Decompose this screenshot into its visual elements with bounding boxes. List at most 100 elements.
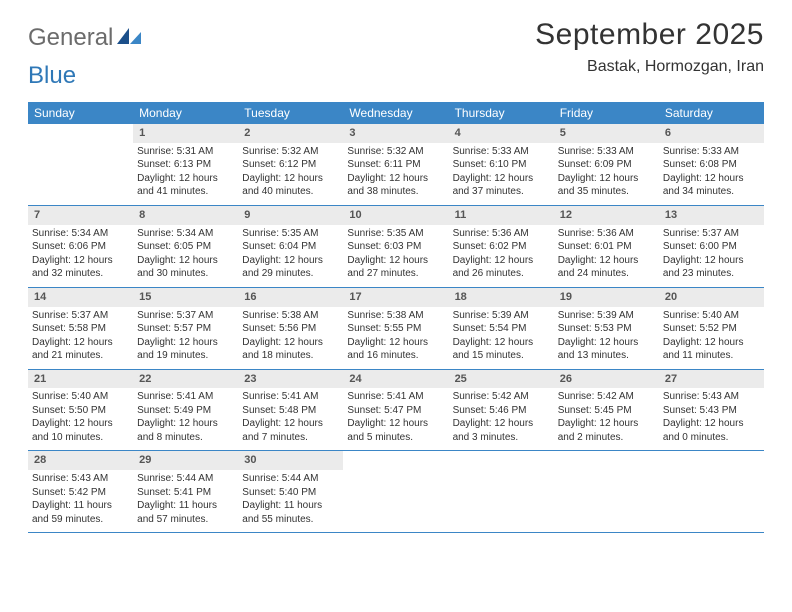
day-content: Sunrise: 5:44 AMSunset: 5:40 PMDaylight:… <box>238 470 343 532</box>
day-line: and 30 minutes. <box>137 267 234 281</box>
day-cell: 20Sunrise: 5:40 AMSunset: 5:52 PMDayligh… <box>659 288 764 369</box>
day-line: Daylight: 12 hours <box>453 172 550 186</box>
day-line: Sunrise: 5:38 AM <box>347 309 444 323</box>
week-row: 21Sunrise: 5:40 AMSunset: 5:50 PMDayligh… <box>28 370 764 452</box>
day-header-row: SundayMondayTuesdayWednesdayThursdayFrid… <box>28 102 764 124</box>
day-line: Sunset: 6:04 PM <box>242 240 339 254</box>
day-cell: 24Sunrise: 5:41 AMSunset: 5:47 PMDayligh… <box>343 370 448 451</box>
day-cell: 22Sunrise: 5:41 AMSunset: 5:49 PMDayligh… <box>133 370 238 451</box>
day-number: 18 <box>449 288 554 307</box>
day-content: Sunrise: 5:40 AMSunset: 5:52 PMDaylight:… <box>659 307 764 369</box>
title-block: September 2025 Bastak, Hormozgan, Iran <box>535 18 764 76</box>
day-cell: 3Sunrise: 5:32 AMSunset: 6:11 PMDaylight… <box>343 124 448 205</box>
day-line: Daylight: 12 hours <box>242 254 339 268</box>
day-line: Daylight: 12 hours <box>453 417 550 431</box>
day-line: Sunset: 6:03 PM <box>347 240 444 254</box>
day-line: Sunset: 6:12 PM <box>242 158 339 172</box>
day-cell: 19Sunrise: 5:39 AMSunset: 5:53 PMDayligh… <box>554 288 659 369</box>
day-content <box>343 470 448 478</box>
day-cell: 2 Sunrise: 5:32 AMSunset: 6:12 PMDaylight… <box>238 124 343 205</box>
day-line: Sunrise: 5:32 AM <box>242 145 339 159</box>
day-line: Sunrise: 5:35 AM <box>242 227 339 241</box>
day-line: Sunset: 5:43 PM <box>663 404 760 418</box>
day-number: 19 <box>554 288 659 307</box>
day-content: Sunrise: 5:39 AMSunset: 5:54 PMDaylight:… <box>449 307 554 369</box>
day-content <box>28 143 133 151</box>
day-number: 17 <box>343 288 448 307</box>
day-line: Sunset: 6:11 PM <box>347 158 444 172</box>
day-cell-empty <box>449 451 554 532</box>
day-cell: 13Sunrise: 5:37 AMSunset: 6:00 PMDayligh… <box>659 206 764 287</box>
day-number: 22 <box>133 370 238 389</box>
day-cell: 8Sunrise: 5:34 AMSunset: 6:05 PMDaylight… <box>133 206 238 287</box>
day-number: 28 <box>28 451 133 470</box>
day-line: Daylight: 12 hours <box>242 172 339 186</box>
day-line: Sunrise: 5:42 AM <box>558 390 655 404</box>
day-content: Sunrise: 5:38 AMSunset: 5:55 PMDaylight:… <box>343 307 448 369</box>
day-number: 29 <box>133 451 238 470</box>
day-line: and 35 minutes. <box>558 185 655 199</box>
day-number: 7 <box>28 206 133 225</box>
day-number: 15 <box>133 288 238 307</box>
day-line: Sunrise: 5:43 AM <box>32 472 129 486</box>
day-line: Sunset: 6:02 PM <box>453 240 550 254</box>
day-line: Daylight: 12 hours <box>347 172 444 186</box>
day-line: Sunrise: 5:33 AM <box>558 145 655 159</box>
day-line: and 32 minutes. <box>32 267 129 281</box>
day-line: Daylight: 12 hours <box>137 254 234 268</box>
day-line: Sunset: 5:56 PM <box>242 322 339 336</box>
day-line: Sunset: 5:53 PM <box>558 322 655 336</box>
day-line: and 15 minutes. <box>453 349 550 363</box>
day-cell: 18Sunrise: 5:39 AMSunset: 5:54 PMDayligh… <box>449 288 554 369</box>
day-line: Sunrise: 5:44 AM <box>137 472 234 486</box>
day-line: and 5 minutes. <box>347 431 444 445</box>
day-line: Sunrise: 5:44 AM <box>242 472 339 486</box>
day-line: and 55 minutes. <box>242 513 339 527</box>
day-number: 23 <box>238 370 343 389</box>
day-number <box>659 451 764 470</box>
day-line: and 29 minutes. <box>242 267 339 281</box>
day-line: Daylight: 12 hours <box>32 417 129 431</box>
day-number: 10 <box>343 206 448 225</box>
day-line: and 16 minutes. <box>347 349 444 363</box>
day-line: Sunrise: 5:41 AM <box>242 390 339 404</box>
day-number <box>449 451 554 470</box>
day-cell: 11Sunrise: 5:36 AMSunset: 6:02 PMDayligh… <box>449 206 554 287</box>
day-line: Sunrise: 5:39 AM <box>558 309 655 323</box>
day-line: Daylight: 12 hours <box>32 336 129 350</box>
day-number <box>554 451 659 470</box>
day-cell: 28Sunrise: 5:43 AMSunset: 5:42 PMDayligh… <box>28 451 133 532</box>
day-cell: 23Sunrise: 5:41 AMSunset: 5:48 PMDayligh… <box>238 370 343 451</box>
day-content: Sunrise: 5:37 AMSunset: 5:57 PMDaylight:… <box>133 307 238 369</box>
day-line: Daylight: 12 hours <box>558 417 655 431</box>
day-cell: 15Sunrise: 5:37 AMSunset: 5:57 PMDayligh… <box>133 288 238 369</box>
day-header-sunday: Sunday <box>28 102 133 124</box>
day-content: Sunrise: 5:32 AMSunset: 6:11 PMDaylight:… <box>343 143 448 205</box>
week-row: 28Sunrise: 5:43 AMSunset: 5:42 PMDayligh… <box>28 451 764 533</box>
day-content: Sunrise: 5:34 AMSunset: 6:06 PMDaylight:… <box>28 225 133 287</box>
day-number <box>28 124 133 143</box>
day-number: 24 <box>343 370 448 389</box>
day-line: Daylight: 12 hours <box>558 172 655 186</box>
day-line: Daylight: 12 hours <box>663 336 760 350</box>
day-line: and 24 minutes. <box>558 267 655 281</box>
day-line: and 8 minutes. <box>137 431 234 445</box>
day-content: Sunrise: 5:37 AMSunset: 5:58 PMDaylight:… <box>28 307 133 369</box>
logo-sail-icon <box>117 26 143 51</box>
day-cell-empty <box>343 451 448 532</box>
day-content: Sunrise: 5:33 AMSunset: 6:09 PMDaylight:… <box>554 143 659 205</box>
day-number: 2 <box>238 124 343 143</box>
calendar-grid: SundayMondayTuesdayWednesdayThursdayFrid… <box>28 102 764 533</box>
day-content: Sunrise: 5:38 AMSunset: 5:56 PMDaylight:… <box>238 307 343 369</box>
day-line: and 27 minutes. <box>347 267 444 281</box>
day-number: 30 <box>238 451 343 470</box>
day-content: Sunrise: 5:42 AMSunset: 5:45 PMDaylight:… <box>554 388 659 450</box>
day-cell: 5Sunrise: 5:33 AMSunset: 6:09 PMDaylight… <box>554 124 659 205</box>
day-line: Sunset: 5:45 PM <box>558 404 655 418</box>
day-line: Sunset: 5:42 PM <box>32 486 129 500</box>
day-content: Sunrise: 5:35 AMSunset: 6:03 PMDaylight:… <box>343 225 448 287</box>
day-cell: 9Sunrise: 5:35 AMSunset: 6:04 PMDaylight… <box>238 206 343 287</box>
day-cell: 25Sunrise: 5:42 AMSunset: 5:46 PMDayligh… <box>449 370 554 451</box>
day-number: 26 <box>554 370 659 389</box>
day-line: and 18 minutes. <box>242 349 339 363</box>
